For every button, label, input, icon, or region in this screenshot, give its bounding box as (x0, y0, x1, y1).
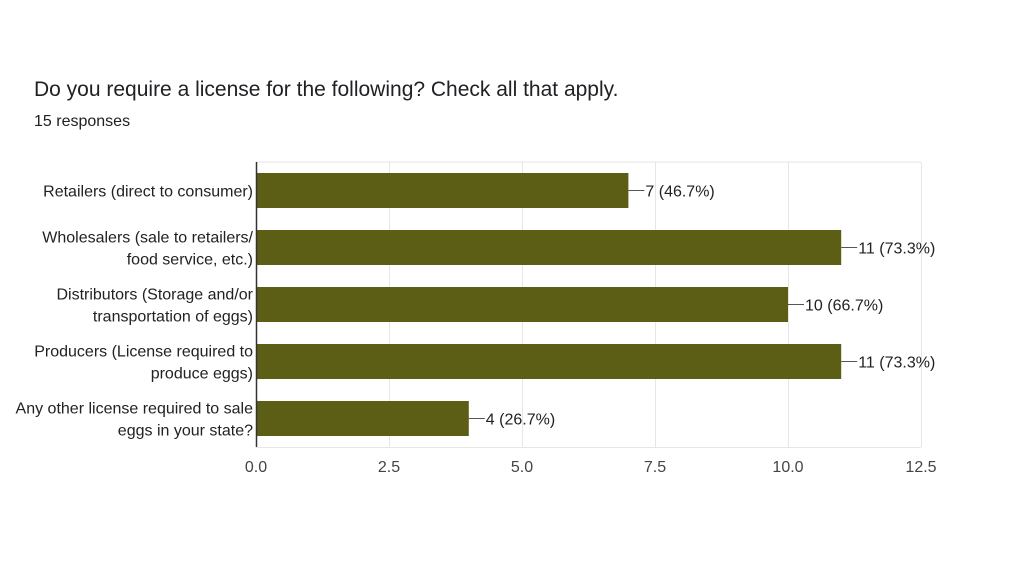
category-label: Distributors (Storage and/or (56, 287, 253, 304)
category-label: Retailers (direct to consumer) (43, 184, 253, 201)
x-tick-label: 5.0 (511, 459, 533, 476)
bar (256, 344, 842, 379)
x-tick-label: 7.5 (644, 459, 666, 476)
data-label: 10 (66.7%) (805, 298, 883, 315)
grid-lines (256, 161, 922, 447)
data-label: 11 (73.3%) (858, 241, 935, 258)
data-label: 7 (46.7%) (645, 184, 714, 201)
bar (256, 401, 469, 436)
x-tick-label: 12.5 (905, 459, 936, 476)
bar (256, 173, 629, 208)
category-label: Wholesalers (sale to retailers/ (42, 230, 253, 247)
data-label: 4 (26.7%) (486, 412, 555, 429)
category-label: eggs in your state? (118, 423, 253, 440)
x-tick-label: 2.5 (378, 459, 400, 476)
category-label: transportation of eggs) (93, 309, 253, 326)
bar (256, 230, 842, 265)
data-label: 11 (73.3%) (858, 355, 935, 372)
bar (256, 287, 788, 322)
x-tick-label: 10.0 (772, 459, 803, 476)
bars (256, 173, 842, 436)
axes: 0.0 2.5 5.0 7.5 10.0 12.5 (245, 162, 937, 476)
response-count: 15 responses (34, 113, 131, 130)
question-title: Do you require a license for the followi… (34, 78, 619, 101)
category-label: produce eggs) (151, 366, 253, 383)
category-label: Producers (License required to (34, 344, 253, 361)
labels: 7 (46.7%) Retailers (direct to consumer) 1… (16, 184, 936, 440)
category-label: Any other license required to sale (16, 401, 254, 418)
x-tick-label: 0.0 (245, 459, 267, 476)
category-label: food service, etc.) (127, 252, 253, 269)
